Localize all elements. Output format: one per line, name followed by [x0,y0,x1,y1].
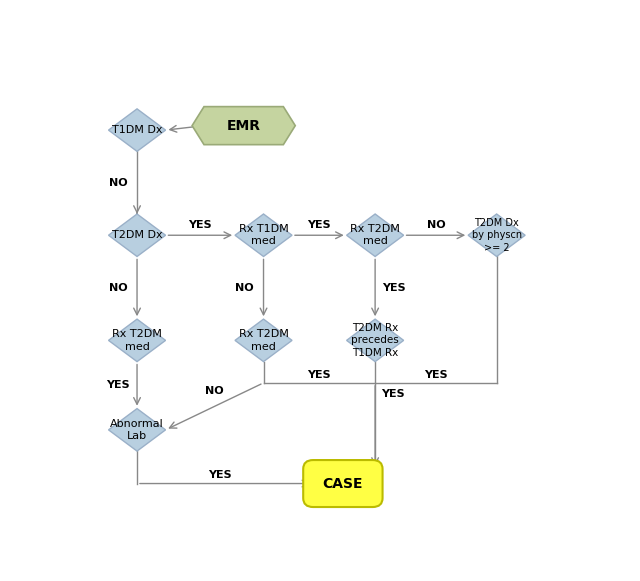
Text: T2DM Dx: T2DM Dx [112,230,163,241]
Text: NO: NO [236,283,254,293]
Text: CASE: CASE [323,476,363,490]
Text: Rx T2DM
med: Rx T2DM med [112,329,162,352]
FancyBboxPatch shape [303,460,383,507]
Polygon shape [468,214,525,256]
Text: YES: YES [208,471,232,480]
Text: YES: YES [307,370,331,380]
Text: T1DM Dx: T1DM Dx [112,125,163,135]
Polygon shape [347,214,404,256]
PathPatch shape [192,107,295,145]
Text: Abnormal
Lab: Abnormal Lab [110,419,164,441]
Text: T2DM Dx
by physcn
>= 2: T2DM Dx by physcn >= 2 [472,218,522,253]
Text: YES: YES [188,220,212,231]
Polygon shape [235,214,292,256]
Polygon shape [109,214,166,256]
Text: YES: YES [381,389,404,399]
Polygon shape [109,408,166,451]
Text: NO: NO [427,220,445,231]
Text: Rx T1DM
med: Rx T1DM med [239,224,289,246]
Text: Rx T2DM
med: Rx T2DM med [350,224,400,246]
Text: NO: NO [109,283,127,293]
Polygon shape [347,319,404,361]
Text: YES: YES [106,380,130,390]
Text: YES: YES [382,283,406,293]
Polygon shape [235,319,292,361]
Text: YES: YES [424,370,448,380]
Text: YES: YES [307,220,331,231]
Text: EMR: EMR [227,119,260,132]
Text: NO: NO [205,386,224,396]
Polygon shape [109,319,166,361]
Text: T2DM Rx
precedes
T1DM Rx: T2DM Rx precedes T1DM Rx [351,323,399,358]
Text: Rx T2DM
med: Rx T2DM med [239,329,289,352]
Polygon shape [109,109,166,152]
Text: NO: NO [109,178,127,188]
